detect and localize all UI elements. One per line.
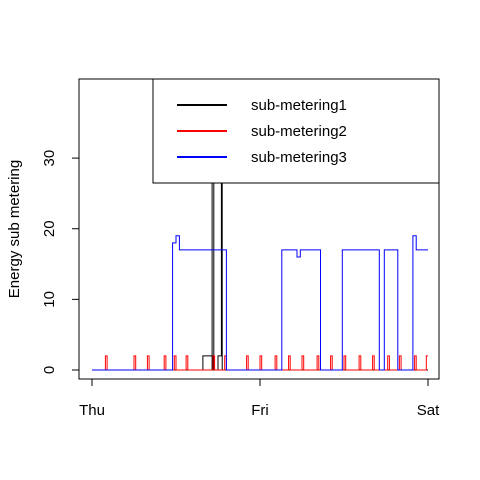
x-tick-label: Thu [79,402,105,419]
y-tick-label: 10 [41,291,58,308]
y-tick-label: 20 [41,220,58,237]
legend-label-sub-metering2: sub-metering2 [251,123,347,140]
y-tick-label: 0 [41,366,58,374]
y-tick-label: 30 [41,150,58,167]
x-tick-label: Sat [417,402,440,419]
y-axis-label: Energy sub metering [6,160,23,298]
y-axis: 0 10 20 30 [41,150,80,374]
legend-label-sub-metering3: sub-metering3 [251,149,347,166]
legend: sub-metering1 sub-metering2 sub-metering3 [152,78,440,184]
x-axis: Thu Fri Sat [79,378,440,419]
series-line-sub-metering3 [92,235,428,371]
x-tick-label: Fri [251,402,269,419]
legend-label-sub-metering1: sub-metering1 [251,97,347,114]
